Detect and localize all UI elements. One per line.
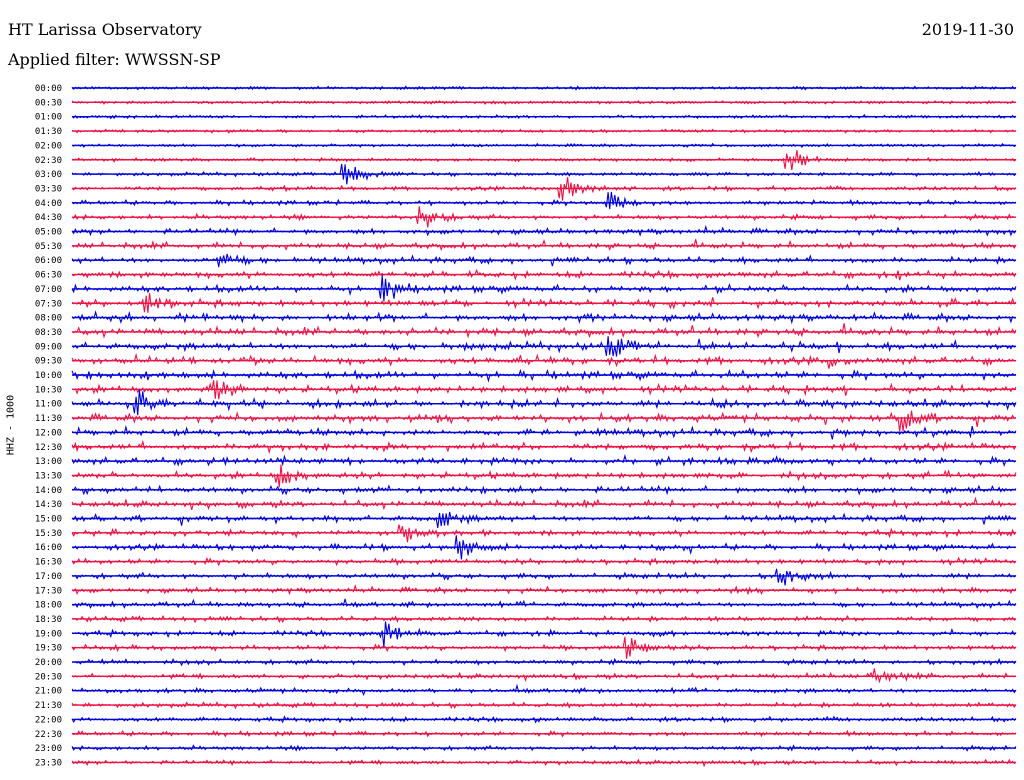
seismic-trace [71,389,1017,416]
row-label: 18:30 [35,615,62,625]
row-label: 02:00 [35,141,62,151]
row-label: 19:30 [35,644,62,654]
seismic-trace [71,323,1017,339]
row-label: 17:30 [35,586,62,596]
row-label: 09:00 [35,342,62,352]
row-label: 03:00 [35,170,62,180]
row-label: 06:00 [35,256,62,266]
row-label: 09:30 [35,357,62,367]
seismic-trace [71,352,1017,369]
row-label: 08:00 [35,314,62,324]
seismic-trace [71,621,1017,648]
seismic-trace [71,598,1017,610]
row-label: 22:00 [35,715,62,725]
row-label: 04:00 [35,199,62,209]
row-label: 13:30 [35,471,62,481]
row-label: 10:00 [35,371,62,381]
row-label: 19:00 [35,629,62,639]
filter-label: Applied filter: WWSSN-SP [8,50,221,69]
row-label: 10:30 [35,385,62,395]
chart-date: 2019-11-30 [921,20,1014,39]
seismic-trace [71,511,1017,529]
row-label: 03:30 [35,184,62,194]
row-label: 22:30 [35,730,62,740]
row-label: 07:30 [35,299,62,309]
row-label: 14:00 [35,486,62,496]
row-label: 23:30 [35,758,62,768]
row-label: 00:00 [35,84,62,94]
row-label: 17:00 [35,572,62,582]
row-label: 06:30 [35,271,62,281]
row-label: 15:30 [35,529,62,539]
seismic-trace [71,191,1017,210]
row-label: 16:30 [35,558,62,568]
row-label: 23:00 [35,744,62,754]
row-label: 02:30 [35,156,62,166]
row-label: 01:00 [35,113,62,123]
seismic-trace [71,274,1017,302]
row-label: 14:30 [35,500,62,510]
row-label: 05:00 [35,228,62,238]
row-label: 11:30 [35,414,62,424]
row-label: 18:00 [35,601,62,611]
row-label: 00:30 [35,98,62,108]
row-label: 16:00 [35,543,62,553]
station-title: HT Larissa Observatory [8,20,202,39]
row-label: 20:30 [35,672,62,682]
row-label: 12:30 [35,443,62,453]
seismic-trace [71,410,1017,432]
seismic-trace [71,668,1017,684]
row-label: 13:00 [35,457,62,467]
row-label: 21:00 [35,687,62,697]
seismic-trace [71,238,1017,251]
row-label: 04:30 [35,213,62,223]
row-label: 15:00 [35,515,62,525]
row-label: 07:00 [35,285,62,295]
row-label: 01:30 [35,127,62,137]
row-label: 12:00 [35,428,62,438]
row-label: 05:30 [35,242,62,252]
row-label: 21:30 [35,701,62,711]
row-label: 08:30 [35,328,62,338]
seismic-trace [71,568,1017,586]
row-label: 20:00 [35,658,62,668]
row-label: 11:00 [35,400,62,410]
